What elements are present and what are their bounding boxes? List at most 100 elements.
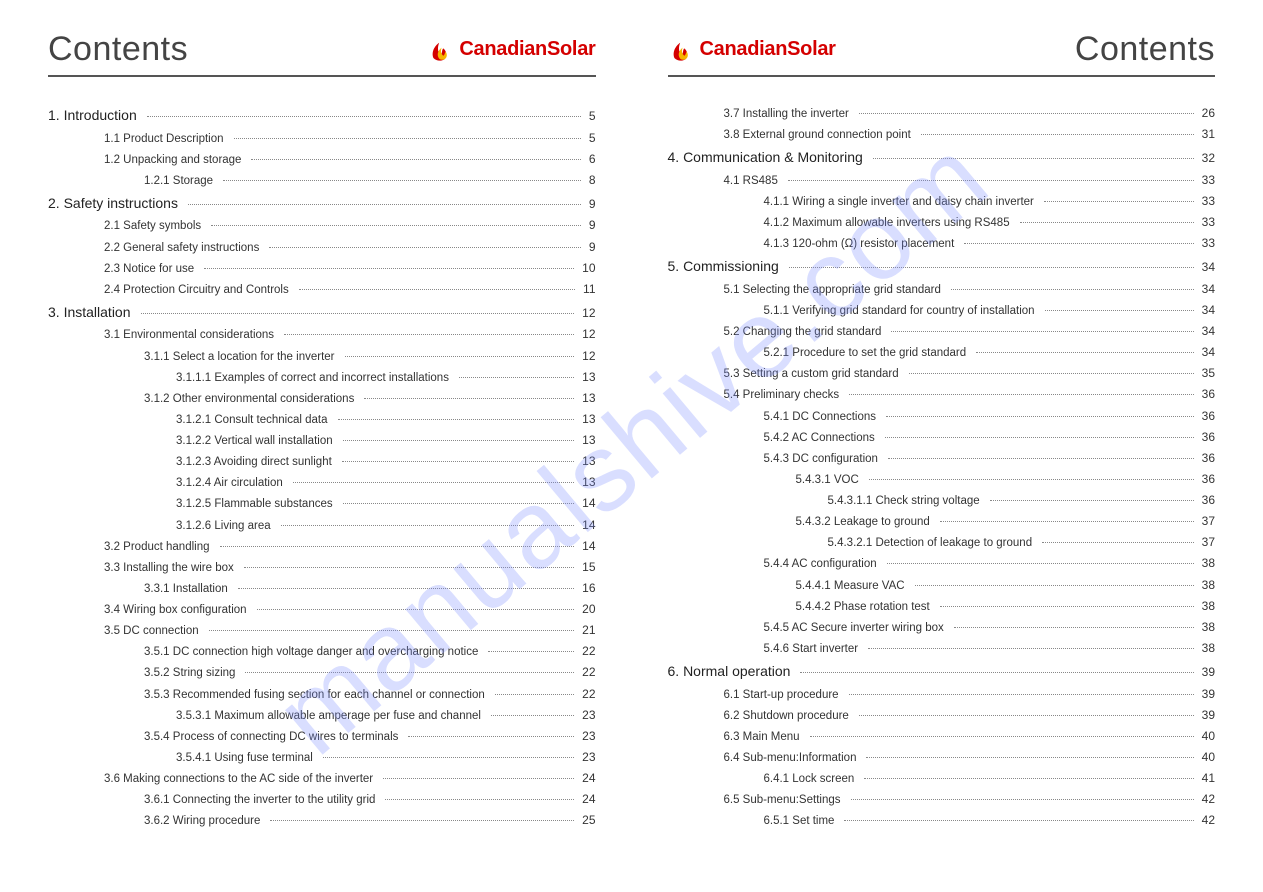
toc-entry-label: 5.4.4.1 Measure VAC <box>796 576 915 596</box>
toc-entry[interactable]: 4. Communication & Monitoring32 <box>668 145 1216 170</box>
toc-entry[interactable]: 2.1 Safety symbols9 <box>48 215 596 236</box>
toc-entry[interactable]: 1. Introduction5 <box>48 103 596 128</box>
toc-entry[interactable]: 3.7 Installing the inverter26 <box>668 103 1216 124</box>
toc-entry[interactable]: 3.5.3 Recommended fusing section for eac… <box>48 684 596 705</box>
toc-entry-label: 1. Introduction <box>48 103 147 128</box>
toc-entry[interactable]: 4.1 RS48533 <box>668 170 1216 191</box>
toc-entry[interactable]: 1.2.1 Storage8 <box>48 170 596 191</box>
toc-entry[interactable]: 6.4 Sub-menu:Information40 <box>668 747 1216 768</box>
toc-entry-page: 13 <box>574 367 595 388</box>
toc-entry-label: 4.1.2 Maximum allowable inverters using … <box>764 213 1020 233</box>
toc-entry[interactable]: 2.2 General safety instructions9 <box>48 237 596 258</box>
toc-entry[interactable]: 5. Commissioning34 <box>668 254 1216 279</box>
toc-entry[interactable]: 3.1.2.6 Living area14 <box>48 515 596 536</box>
toc-entry[interactable]: 3.1 Environmental considerations12 <box>48 324 596 345</box>
toc-entry-page: 37 <box>1194 532 1215 553</box>
toc-entry[interactable]: 5.4.4.2 Phase rotation test38 <box>668 596 1216 617</box>
toc-entry[interactable]: 5.4.6 Start inverter38 <box>668 638 1216 659</box>
toc-entry[interactable]: 5.4.3.1.1 Check string voltage36 <box>668 490 1216 511</box>
toc-leader <box>141 313 575 314</box>
toc-entry[interactable]: 5.4.4.1 Measure VAC38 <box>668 575 1216 596</box>
toc-entry-page: 23 <box>574 726 595 747</box>
toc-entry[interactable]: 3.1.2.2 Vertical wall installation13 <box>48 430 596 451</box>
toc-entry[interactable]: 1.1 Product Description5 <box>48 128 596 149</box>
toc-entry[interactable]: 3.6 Making connections to the AC side of… <box>48 768 596 789</box>
toc-entry-label: 3.1.1 Select a location for the inverter <box>144 347 345 367</box>
toc-entry[interactable]: 3.2 Product handling14 <box>48 536 596 557</box>
toc-entry[interactable]: 3.5.3.1 Maximum allowable amperage per f… <box>48 705 596 726</box>
toc-entry[interactable]: 3.1.1.1 Examples of correct and incorrec… <box>48 367 596 388</box>
toc-entry[interactable]: 3.5.2 String sizing22 <box>48 662 596 683</box>
toc-entry-page: 34 <box>1194 321 1215 342</box>
toc-entry[interactable]: 5.4.4 AC configuration38 <box>668 553 1216 574</box>
toc-entry-page: 40 <box>1194 726 1215 747</box>
toc-entry[interactable]: 3.6.1 Connecting the inverter to the uti… <box>48 789 596 810</box>
toc-entry-label: 2.2 General safety instructions <box>104 238 269 258</box>
toc-entry[interactable]: 3.1.1 Select a location for the inverter… <box>48 346 596 367</box>
brand-text-right: CanadianSolar <box>700 38 836 61</box>
toc-leader <box>810 736 1194 737</box>
toc-entry[interactable]: 3.1.2.5 Flammable substances14 <box>48 493 596 514</box>
toc-entry-page: 31 <box>1194 124 1215 145</box>
header-left: Contents CanadianSolar <box>48 30 596 69</box>
pages-container: Contents CanadianSolar 1. Introduction51… <box>0 0 1263 892</box>
toc-entry[interactable]: 5.4.5 AC Secure inverter wiring box38 <box>668 617 1216 638</box>
toc-entry[interactable]: 5.2.1 Procedure to set the grid standard… <box>668 342 1216 363</box>
toc-leader <box>885 437 1194 438</box>
header-right: CanadianSolar Contents <box>668 30 1216 69</box>
toc-entry[interactable]: 5.4.2 AC Connections36 <box>668 427 1216 448</box>
toc-entry[interactable]: 3.1.2 Other environmental considerations… <box>48 388 596 409</box>
toc-entry[interactable]: 4.1.3 120-ohm (Ω) resistor placement33 <box>668 233 1216 254</box>
toc-entry[interactable]: 4.1.2 Maximum allowable inverters using … <box>668 212 1216 233</box>
toc-entry[interactable]: 2. Safety instructions9 <box>48 191 596 216</box>
toc-entry[interactable]: 4.1.1 Wiring a single inverter and daisy… <box>668 191 1216 212</box>
toc-entry[interactable]: 5.2 Changing the grid standard34 <box>668 321 1216 342</box>
toc-entry-page: 38 <box>1194 596 1215 617</box>
toc-entry[interactable]: 6.4.1 Lock screen41 <box>668 768 1216 789</box>
toc-entry[interactable]: 5.1.1 Verifying grid standard for countr… <box>668 300 1216 321</box>
toc-entry[interactable]: 6.5.1 Set time42 <box>668 810 1216 831</box>
toc-entry[interactable]: 6.5 Sub-menu:Settings42 <box>668 789 1216 810</box>
toc-entry[interactable]: 3.4 Wiring box configuration20 <box>48 599 596 620</box>
toc-leader <box>859 715 1194 716</box>
toc-entry[interactable]: 5.4.3.1 VOC36 <box>668 469 1216 490</box>
toc-entry[interactable]: 2.3 Notice for use10 <box>48 258 596 279</box>
toc-entry[interactable]: 3.1.2.3 Avoiding direct sunlight13 <box>48 451 596 472</box>
toc-entry[interactable]: 5.4.3.2.1 Detection of leakage to ground… <box>668 532 1216 553</box>
toc-leader <box>909 373 1194 374</box>
toc-entry[interactable]: 5.4.3 DC configuration36 <box>668 448 1216 469</box>
toc-entry-page: 13 <box>574 388 595 409</box>
toc-entry[interactable]: 3.1.2.4 Air circulation13 <box>48 472 596 493</box>
toc-entry[interactable]: 3.5 DC connection21 <box>48 620 596 641</box>
toc-entry-page: 42 <box>1194 810 1215 831</box>
toc-entry[interactable]: 3.1.2.1 Consult technical data13 <box>48 409 596 430</box>
toc-entry[interactable]: 3. Installation12 <box>48 300 596 325</box>
toc-entry-label: 3.3.1 Installation <box>144 579 238 599</box>
toc-entry[interactable]: 6.2 Shutdown procedure39 <box>668 705 1216 726</box>
toc-entry[interactable]: 5.3 Setting a custom grid standard35 <box>668 363 1216 384</box>
toc-entry[interactable]: 3.6.2 Wiring procedure25 <box>48 810 596 831</box>
toc-leader <box>281 525 575 526</box>
toc-entry[interactable]: 3.5.4 Process of connecting DC wires to … <box>48 726 596 747</box>
toc-entry-page: 36 <box>1194 427 1215 448</box>
toc-entry-label: 1.2.1 Storage <box>144 171 223 191</box>
toc-entry[interactable]: 3.3.1 Installation16 <box>48 578 596 599</box>
toc-entry[interactable]: 3.8 External ground connection point31 <box>668 124 1216 145</box>
toc-entry[interactable]: 2.4 Protection Circuitry and Controls11 <box>48 279 596 300</box>
toc-entry[interactable]: 5.4 Preliminary checks36 <box>668 384 1216 405</box>
toc-entry[interactable]: 5.1 Selecting the appropriate grid stand… <box>668 279 1216 300</box>
toc-entry-label: 3.1.2 Other environmental considerations <box>144 389 364 409</box>
toc-entry[interactable]: 6.1 Start-up procedure39 <box>668 684 1216 705</box>
toc-entry[interactable]: 5.4.3.2 Leakage to ground37 <box>668 511 1216 532</box>
toc-entry-label: 3.1.2.3 Avoiding direct sunlight <box>176 452 342 472</box>
toc-entry[interactable]: 3.5.4.1 Using fuse terminal23 <box>48 747 596 768</box>
toc-entry[interactable]: 6.3 Main Menu40 <box>668 726 1216 747</box>
toc-leader <box>1042 542 1194 543</box>
toc-entry[interactable]: 6. Normal operation39 <box>668 659 1216 684</box>
toc-entry[interactable]: 1.2 Unpacking and storage6 <box>48 149 596 170</box>
toc-entry[interactable]: 3.5.1 DC connection high voltage danger … <box>48 641 596 662</box>
toc-entry-label: 2.4 Protection Circuitry and Controls <box>104 280 299 300</box>
toc-entry-label: 3.1.1.1 Examples of correct and incorrec… <box>176 368 459 388</box>
toc-entry[interactable]: 3.3 Installing the wire box15 <box>48 557 596 578</box>
toc-entry[interactable]: 5.4.1 DC Connections36 <box>668 406 1216 427</box>
